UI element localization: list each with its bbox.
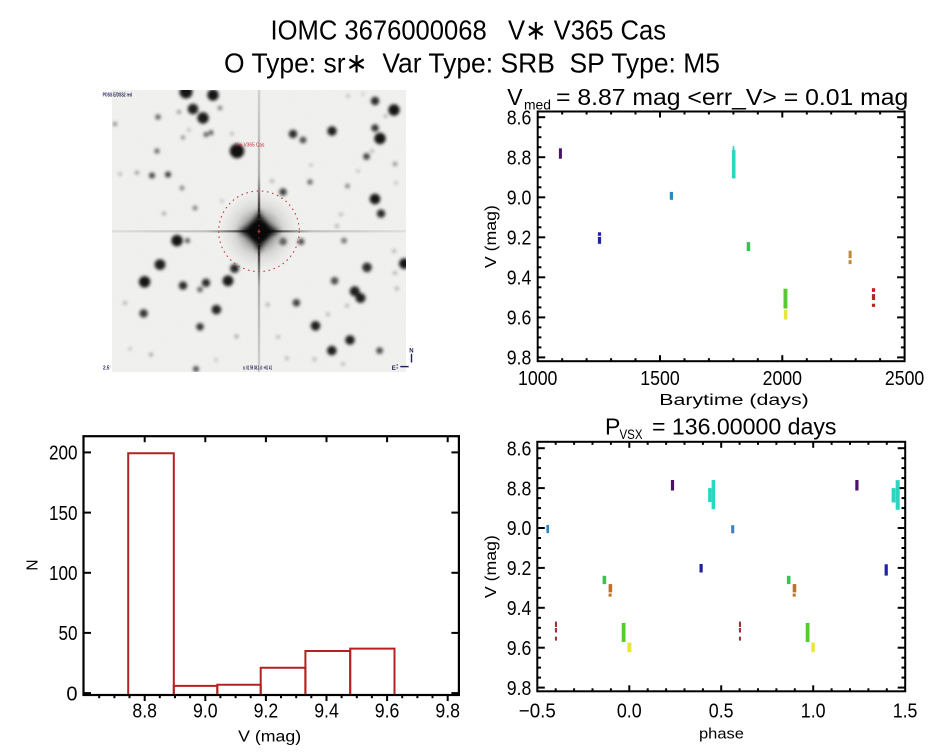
- svg-text:V∗ V365 Cas: V∗ V365 Cas: [235, 142, 264, 148]
- svg-text:phase: phase: [699, 727, 744, 743]
- svg-text:9.4: 9.4: [314, 700, 339, 722]
- svg-text:9.8: 9.8: [507, 348, 532, 370]
- svg-text:9.6: 9.6: [507, 638, 532, 660]
- svg-text:0.0: 0.0: [617, 700, 642, 722]
- svg-text:IOMC 3676000068 V∗ V365 Cas: IOMC 3676000068 V∗ V365 Cas: [271, 15, 667, 46]
- svg-text:2.5´: 2.5´: [103, 365, 111, 371]
- svg-text:V (mag): V (mag): [238, 729, 301, 746]
- svg-text:9.4: 9.4: [507, 268, 532, 290]
- svg-text:1.5: 1.5: [893, 700, 918, 722]
- svg-text:1.0: 1.0: [801, 700, 826, 722]
- svg-text:9.2: 9.2: [507, 558, 532, 580]
- svg-text:8.8: 8.8: [507, 478, 532, 500]
- svg-text:V (mag): V (mag): [483, 535, 500, 598]
- svg-text:O Type: sr∗ Var Type: SRB SP: O Type: sr∗ Var Type: SRB SP Type: M5: [224, 47, 720, 78]
- svg-text:2000: 2000: [763, 368, 802, 390]
- svg-text:= 8.87 mag <err_V> = 0.01 mag: = 8.87 mag <err_V> = 0.01 mag: [556, 84, 908, 110]
- svg-text:50: 50: [59, 623, 78, 645]
- svg-text:= 136.00000 days: = 136.00000 days: [652, 413, 837, 439]
- svg-text:0: 0: [66, 683, 77, 705]
- svg-text:9.2: 9.2: [507, 228, 532, 250]
- svg-text:1000: 1000: [518, 368, 557, 390]
- svg-text:0.5: 0.5: [709, 700, 734, 722]
- svg-text:V: V: [507, 84, 523, 110]
- svg-text:9.4: 9.4: [507, 598, 532, 620]
- svg-text:9.2: 9.2: [254, 700, 279, 722]
- svg-text:VSX: VSX: [620, 427, 643, 442]
- svg-text:1500: 1500: [640, 368, 679, 390]
- svg-text:N: N: [409, 349, 413, 355]
- svg-text:9.0: 9.0: [507, 518, 532, 540]
- svg-text:8.6: 8.6: [507, 438, 532, 460]
- svg-text:P: P: [605, 413, 620, 439]
- svg-text:−0.5: −0.5: [519, 700, 556, 722]
- svg-text:POSS E/DSS2 red: POSS E/DSS2 red: [103, 93, 132, 99]
- svg-text:med: med: [524, 98, 551, 113]
- svg-text:150: 150: [49, 503, 78, 525]
- svg-text:N: N: [25, 559, 42, 570]
- svg-text:8.6: 8.6: [507, 107, 532, 129]
- svg-text:9.0: 9.0: [507, 188, 532, 210]
- svg-text:9.8: 9.8: [435, 700, 460, 722]
- svg-text:100: 100: [49, 563, 78, 585]
- svg-text:a: 01 59 38.1 d: +61 41: a: 01 59 38.1 d: +61 41: [243, 366, 272, 372]
- svg-text:Barytime (days): Barytime (days): [659, 392, 809, 409]
- svg-text:E: E: [392, 366, 396, 372]
- svg-text:9.6: 9.6: [507, 308, 532, 330]
- svg-text:2500: 2500: [885, 368, 924, 390]
- svg-text:9.6: 9.6: [375, 700, 400, 722]
- svg-text:9.8: 9.8: [507, 678, 532, 700]
- svg-text:V (mag): V (mag): [483, 205, 500, 268]
- svg-text:8.8: 8.8: [132, 700, 157, 722]
- svg-text:8.8: 8.8: [507, 147, 532, 169]
- svg-text:9.0: 9.0: [193, 700, 218, 722]
- svg-text:200: 200: [49, 443, 78, 465]
